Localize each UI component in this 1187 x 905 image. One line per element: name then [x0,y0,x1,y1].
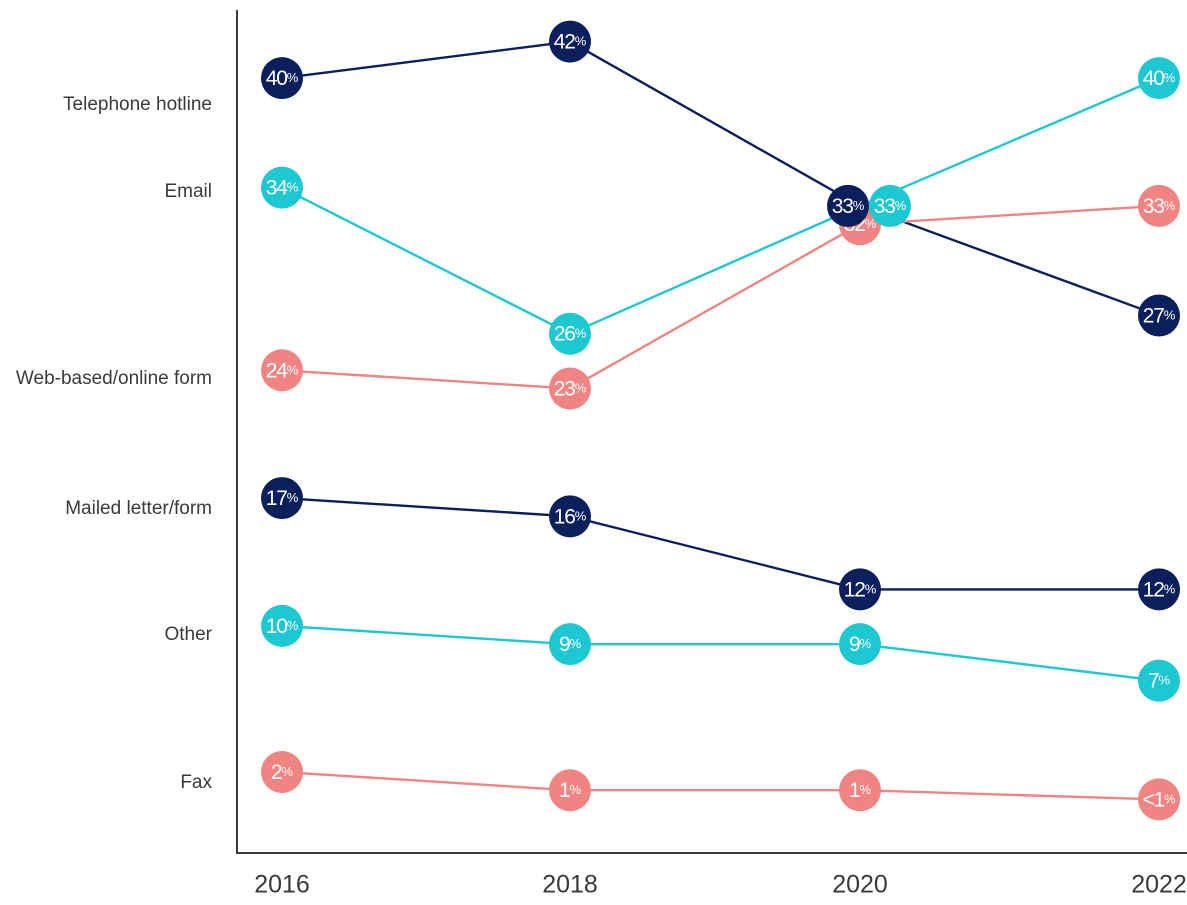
data-label: <1% [1142,788,1176,811]
marker-telephone-hotline-2016: 40% [261,57,303,100]
series-label-telephone-hotline: Telephone hotline [63,94,212,115]
data-label: 12% [844,578,877,601]
marker-mailed-letter-form-2016: 17% [261,477,303,520]
series-line-other [281,624,1160,682]
series-lines [281,40,1160,801]
x-tick-2016: 2016 [254,871,310,899]
data-label: 7% [1148,669,1170,692]
series-line-email [281,76,1160,335]
data-label: 1% [559,779,581,802]
series-line-telephone-hotline [281,40,1160,317]
marker-email-2018: 26% [549,312,591,355]
x-tick-2018: 2018 [542,871,598,899]
marker-telephone-hotline-2022: 27% [1138,294,1180,337]
marker-telephone-hotline-2018: 42% [549,20,591,63]
data-label: 33% [874,194,907,217]
marker-email-2016: 34% [261,166,303,209]
series-line-web-based-online-form [281,204,1160,390]
series-label-fax: Fax [180,772,212,793]
marker-web-based-online-form-2016: 24% [261,349,303,392]
data-label: 34% [266,176,299,199]
data-label: 12% [1143,578,1176,601]
marker-mailed-letter-form-2018: 16% [549,495,591,538]
marker-other-2022: 7% [1138,659,1180,702]
marker-other-2016: 10% [261,604,303,647]
data-label: 9% [559,633,581,656]
data-label: 40% [1143,67,1176,90]
data-label: 1% [849,779,871,802]
marker-other-2020: 9% [839,623,881,666]
marker-email-2020: 33% [869,184,911,227]
series-label-other: Other [164,624,212,645]
series-line-mailed-letter-form [281,496,1159,591]
data-label: 40% [266,67,299,90]
marker-web-based-online-form-2018: 23% [549,367,591,410]
marker-email-2022: 40% [1138,57,1180,100]
marker-mailed-letter-form-2022: 12% [1138,568,1180,611]
series-label-email: Email [164,181,212,202]
data-label: 42% [554,30,587,53]
x-tick-2020: 2020 [832,871,888,899]
data-label: 27% [1143,304,1176,327]
x-tick-labels: 2016 2018 2020 2022 [254,871,1187,899]
series-label-mailed-letter-form: Mailed letter/form [65,498,212,519]
data-label: 9% [849,633,871,656]
data-label: 2% [271,761,293,784]
x-tick-2022: 2022 [1131,871,1187,899]
marker-fax-2018: 1% [549,769,591,812]
series-label-web-based-online-form: Web-based/online form [16,368,212,389]
data-label: 16% [554,505,587,528]
data-label: 17% [266,487,299,510]
marker-mailed-letter-form-2020: 12% [839,568,881,611]
series-line-fax [281,770,1160,801]
data-label: 33% [832,194,865,217]
marker-fax-2020: 1% [839,769,881,812]
marker-fax-2022: <1% [1138,778,1180,821]
series-labels: Telephone hotline Email Web-based/online f… [16,94,213,793]
marker-web-based-online-form-2022: 33% [1138,184,1180,227]
data-label: 23% [554,377,587,400]
data-markers: 2%1%1%<1%10%9%9%7%17%16%12%12%24%23%32%3… [261,20,1180,821]
marker-fax-2016: 2% [261,750,303,793]
data-label: 10% [266,614,299,637]
marker-other-2018: 9% [549,623,591,666]
data-label: 26% [554,322,587,345]
data-label: 24% [266,359,299,382]
marker-telephone-hotline-2020: 33% [827,184,869,227]
data-label: 33% [1143,194,1176,217]
